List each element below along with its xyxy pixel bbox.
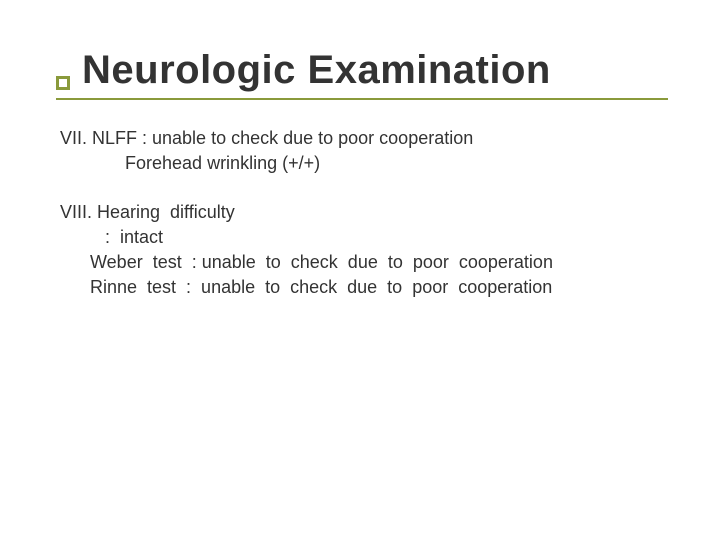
slide-title: Neurologic Examination bbox=[82, 48, 551, 92]
slide-container: Neurologic Examination VII. NLFF : unabl… bbox=[0, 0, 720, 540]
title-bullet-icon bbox=[56, 76, 70, 90]
body-line: Forehead wrinkling (+/+) bbox=[60, 153, 664, 174]
body-line: Rinne test : unable to check due to poor… bbox=[60, 277, 664, 298]
body-line: VIII. Hearing difficulty bbox=[60, 202, 664, 223]
title-underline bbox=[56, 98, 668, 100]
body-line: Weber test : unable to check due to poor… bbox=[60, 252, 664, 273]
slide-body: VII. NLFF : unable to check due to poor … bbox=[56, 128, 664, 298]
section-gap bbox=[60, 178, 664, 202]
body-line: VII. NLFF : unable to check due to poor … bbox=[60, 128, 664, 149]
title-row: Neurologic Examination bbox=[56, 48, 664, 92]
body-line: : intact bbox=[60, 227, 664, 248]
